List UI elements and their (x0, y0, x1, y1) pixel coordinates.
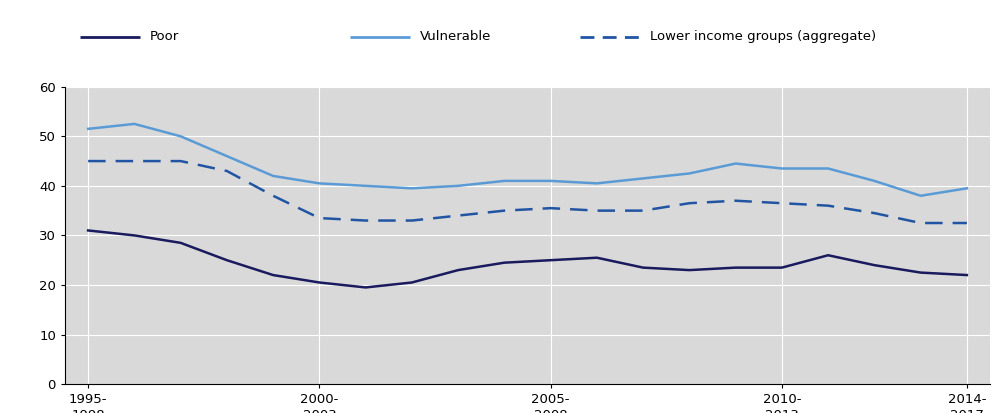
Text: Poor: Poor (150, 30, 179, 43)
Text: Vulnerable: Vulnerable (420, 30, 491, 43)
Text: Lower income groups (aggregate): Lower income groups (aggregate) (650, 30, 876, 43)
